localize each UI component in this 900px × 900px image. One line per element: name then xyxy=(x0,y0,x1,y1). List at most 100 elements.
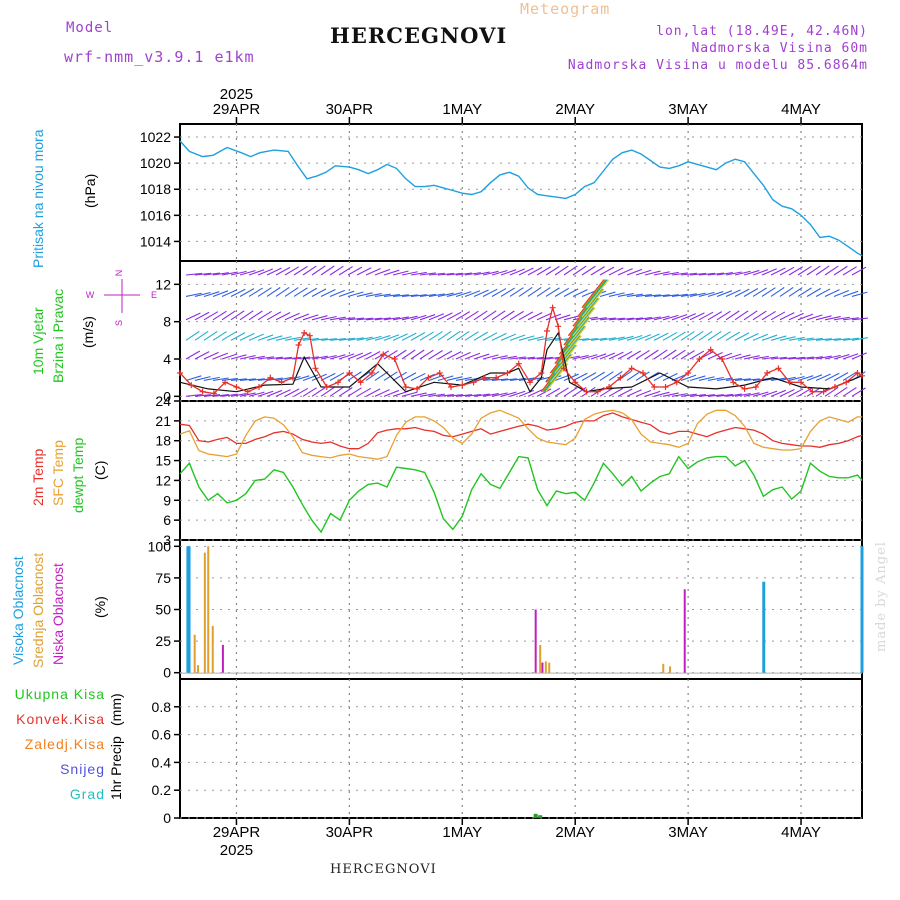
wind-arrow xyxy=(635,349,650,360)
wind-arrow xyxy=(356,267,372,276)
panel-frame xyxy=(179,123,863,262)
wind-arrow xyxy=(239,332,255,341)
wind-gust-marker xyxy=(527,379,534,386)
wind-gust-marker xyxy=(752,384,759,390)
wind-arrow xyxy=(437,312,453,321)
wind-arrow xyxy=(374,389,390,397)
wind-arrow xyxy=(788,287,803,297)
wind-arrow xyxy=(662,392,679,397)
wind-arrow xyxy=(536,312,552,321)
wind-arrow xyxy=(419,293,436,298)
meteogram-label: Meteogram xyxy=(520,0,611,18)
wind-arrow xyxy=(185,375,202,381)
wind-arrow xyxy=(194,291,211,297)
wind-arrow xyxy=(302,287,318,297)
wind-arrow xyxy=(680,393,697,397)
wind-arrow xyxy=(833,316,850,321)
wind-arrow-strong xyxy=(582,279,606,309)
wind-arrow xyxy=(329,354,346,360)
wind-arrow xyxy=(221,289,237,297)
wind-arrow xyxy=(320,265,335,276)
wind-arrow xyxy=(392,333,408,341)
wind-gust-marker xyxy=(651,384,658,390)
wind-arrow xyxy=(419,331,434,341)
y-tick-label: 25 xyxy=(155,633,171,649)
wind-arrow xyxy=(500,269,517,276)
wind-arrow xyxy=(239,288,255,297)
wind-arrow xyxy=(590,353,607,360)
y-tick-label: 1014 xyxy=(140,233,171,249)
wind-arrow xyxy=(329,338,346,341)
legend-total-rain: Ukupna Kisa xyxy=(14,686,105,702)
wind-arrow xyxy=(392,349,407,360)
wind-arrow xyxy=(437,350,453,360)
wind-arrow xyxy=(230,270,247,276)
mid-cloud-bar xyxy=(211,625,214,673)
wind-arrow xyxy=(527,336,544,341)
wind-arrow xyxy=(221,310,236,321)
mid-cloud-bar xyxy=(193,634,196,673)
wind-arrow xyxy=(725,393,742,397)
wind-arrow xyxy=(320,372,336,381)
wind-arrow xyxy=(356,317,373,321)
wind-arrow xyxy=(284,356,301,360)
wind-arrow xyxy=(455,291,472,297)
precip-bar xyxy=(533,813,538,818)
wind-arrow xyxy=(662,294,679,298)
wind-arrow xyxy=(671,349,686,360)
wind-arrow xyxy=(815,265,830,276)
wind-gust-marker xyxy=(662,384,669,390)
y-tick-label: 1020 xyxy=(140,155,171,171)
wind-arrow xyxy=(356,387,372,397)
wind-gust-marker xyxy=(256,384,263,390)
wind-arrow xyxy=(284,336,301,341)
wind-arrow xyxy=(437,272,454,276)
wind-arrow-strong xyxy=(566,316,590,346)
y-tick-label: 0 xyxy=(163,810,171,826)
wind-arrow xyxy=(212,331,227,341)
wind-arrow xyxy=(779,356,796,360)
wind-arrow xyxy=(626,334,643,341)
wind-arrow xyxy=(653,391,670,397)
wind-arrow xyxy=(320,289,336,297)
wind-arrow xyxy=(743,310,758,321)
wind-arrow xyxy=(788,312,804,321)
wind-arrow xyxy=(698,291,715,297)
wind-gust-marker xyxy=(233,384,240,390)
coords-label: lon,lat (18.49E, 42.46N) xyxy=(656,24,868,39)
wind-arrow xyxy=(761,268,777,276)
wind-arrow xyxy=(482,310,497,321)
wind-arrow xyxy=(644,333,660,341)
wind-arrow xyxy=(185,393,202,397)
wind-arrow xyxy=(572,289,588,297)
wind-arrow xyxy=(743,288,759,297)
wind-arrow xyxy=(833,372,849,381)
wind-arrow xyxy=(842,337,859,341)
wind-arrow-strong xyxy=(548,353,572,383)
wind-gust-marker xyxy=(188,382,195,389)
credit-watermark: made by Angel xyxy=(874,541,889,652)
wind-arrow xyxy=(725,289,741,297)
wind-arrow xyxy=(716,352,733,360)
wind-arrow xyxy=(707,291,724,297)
wind-gust-marker xyxy=(831,384,838,390)
wind-arrow xyxy=(653,349,668,360)
wind-arrow-strong xyxy=(557,335,581,365)
wind-arrow xyxy=(464,331,479,341)
wind-arrow xyxy=(410,314,427,321)
wind-arrow xyxy=(644,390,661,397)
station-title: HERCEGNOVI xyxy=(330,23,508,48)
wind-gust-marker xyxy=(572,379,579,386)
wind-arrow xyxy=(743,332,759,341)
wind-arrow xyxy=(338,387,353,397)
wind-arrow xyxy=(743,355,760,360)
compass-w: W xyxy=(86,290,95,300)
wind-arrow xyxy=(716,331,731,341)
wind-arrow xyxy=(311,288,327,297)
wind-arrow xyxy=(383,389,400,397)
wind-arrow xyxy=(752,391,769,397)
wind-arrow xyxy=(617,293,634,298)
wind-arrow xyxy=(779,312,795,321)
wind-arrow xyxy=(680,293,697,298)
y-tick-label: 0.8 xyxy=(152,699,172,715)
